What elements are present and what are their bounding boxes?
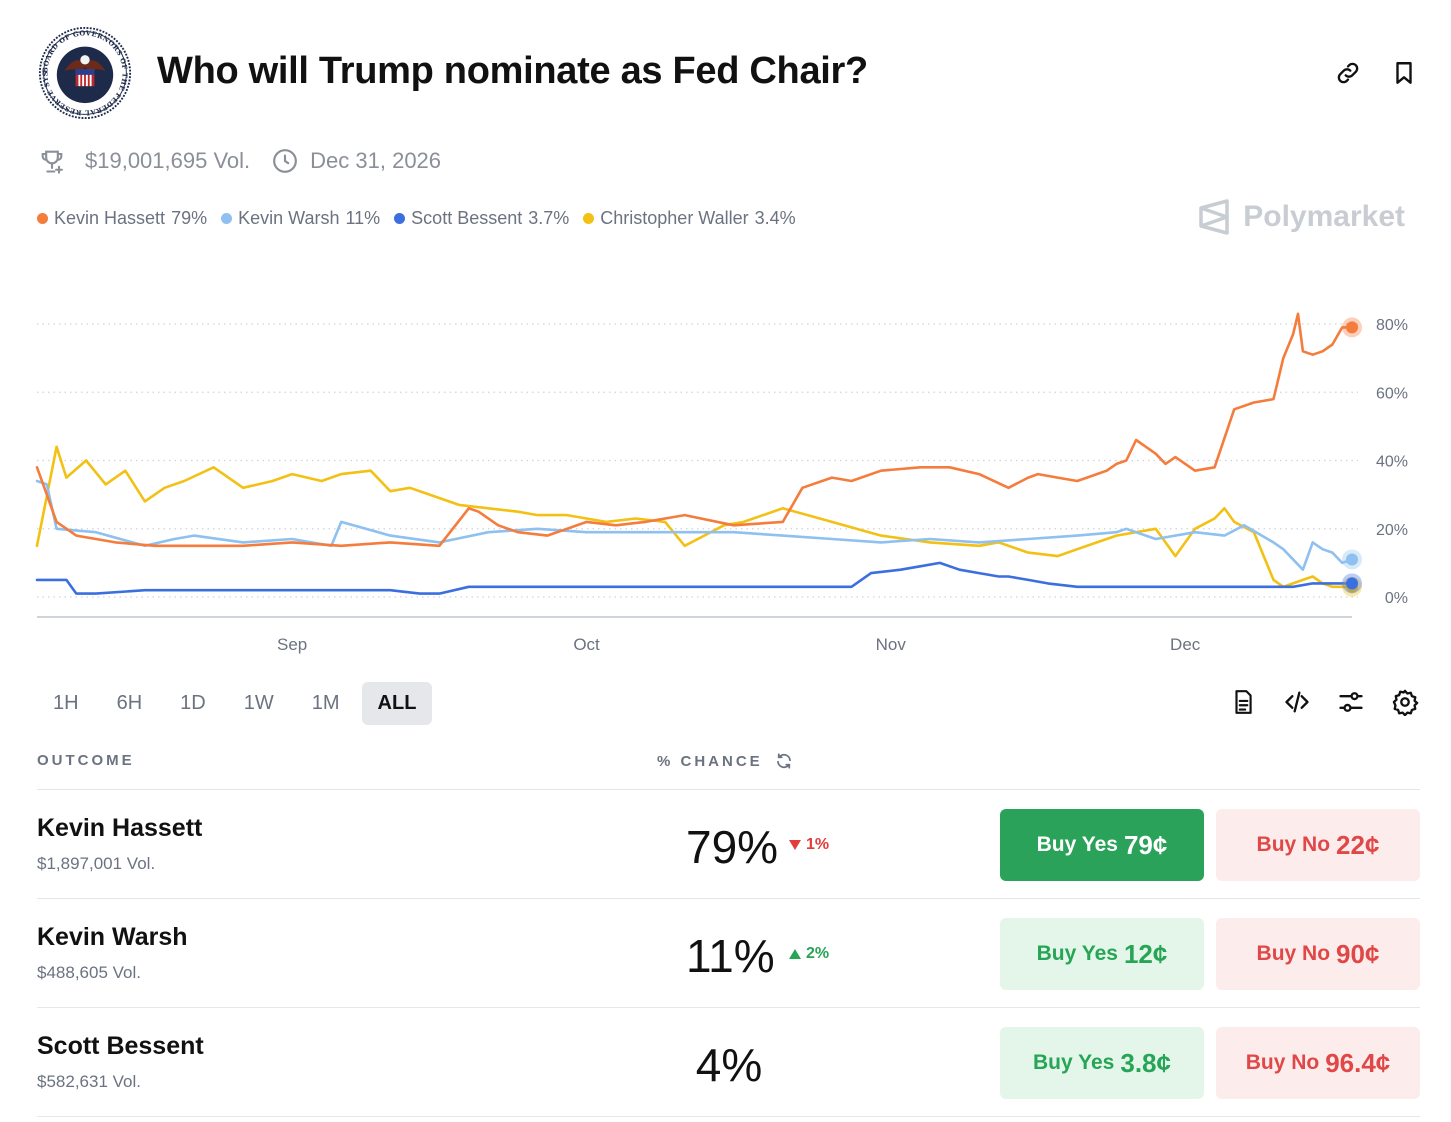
embed-code-icon[interactable]	[1281, 686, 1313, 718]
buy-no-button[interactable]: Buy No 22¢	[1216, 809, 1420, 881]
legend-label: Kevin Warsh	[238, 208, 340, 228]
buy-no-price: 22¢	[1336, 829, 1380, 860]
chance-header-label: % CHANCE	[657, 752, 763, 770]
series-endpoint-dot	[1346, 553, 1358, 566]
sliders-icon[interactable]	[1335, 686, 1367, 718]
series-line-christopher-waller	[35, 445, 1354, 589]
legend-label: Kevin Hassett	[54, 208, 166, 228]
range-1w[interactable]: 1W	[243, 692, 274, 714]
buy-yes-label: Buy Yes	[1036, 942, 1118, 965]
clock-icon	[270, 146, 300, 176]
range-1m[interactable]: 1M	[311, 692, 340, 714]
document-icon[interactable]	[1227, 686, 1259, 718]
legend-item-hassett: Kevin Hassett 79%	[37, 208, 207, 229]
triangle-up-icon	[789, 949, 801, 959]
buy-yes-price: 3.8¢	[1120, 1047, 1171, 1078]
time-range-selector: 1H 6H 1D 1W 1M ALL	[37, 682, 433, 725]
buy-yes-price: 12¢	[1123, 938, 1168, 969]
settings-gear-icon[interactable]	[1389, 686, 1421, 718]
chance-column-header: % CHANCE	[657, 752, 793, 770]
outcome-volume: $582,631 Vol.	[37, 1072, 141, 1091]
buy-no-price: 90¢	[1336, 938, 1380, 969]
range-6h[interactable]: 6H	[116, 692, 143, 714]
y-tick-label: 60%	[1376, 385, 1408, 402]
outcome-chance: 11%	[686, 930, 775, 982]
legend-label: Christopher Waller	[600, 208, 749, 228]
buy-yes-button[interactable]: Buy Yes 3.8¢	[1000, 1027, 1204, 1099]
legend-value: 3.4%	[754, 208, 796, 228]
outcome-row-warsh[interactable]: Kevin Warsh $488,605 Vol. 11% 2% Buy Yes…	[37, 899, 1420, 1008]
polymarket-logo-icon	[1199, 199, 1229, 235]
series-line-kevin-hassett	[35, 312, 1354, 548]
legend-dot	[37, 213, 48, 224]
y-tick-label: 80%	[1376, 317, 1408, 334]
buy-no-button[interactable]: Buy No 90¢	[1216, 918, 1420, 990]
polymarket-watermark: Polymarket	[1197, 198, 1405, 236]
outcome-column-header: OUTCOME	[37, 752, 135, 769]
chart-legend: Kevin Hassett 79% Kevin Warsh 11% Scott …	[37, 208, 796, 229]
outcome-chance: 4%	[695, 1039, 763, 1091]
link-icon[interactable]	[1333, 58, 1363, 88]
outcome-row-hassett[interactable]: Kevin Hassett $1,897,001 Vol. 79% 1% Buy…	[37, 790, 1420, 899]
triangle-down-icon	[789, 840, 801, 850]
buy-no-price: 96.4¢	[1325, 1047, 1391, 1078]
series-endpoint-dot	[1346, 577, 1358, 590]
buy-yes-label: Buy Yes	[1033, 1051, 1115, 1074]
series-line-kevin-warsh	[35, 479, 1354, 572]
y-tick-label: 0%	[1385, 590, 1408, 607]
series-endpoint-dot	[1346, 321, 1358, 334]
outcome-row-bessent[interactable]: Scott Bessent $582,631 Vol. 4% Buy Yes 3…	[37, 1008, 1420, 1117]
legend-dot	[583, 213, 595, 224]
range-all[interactable]: ALL	[361, 682, 433, 725]
table-header-divider	[37, 789, 1420, 790]
x-tick-label: Nov	[876, 635, 907, 654]
y-tick-label: 40%	[1376, 454, 1408, 471]
outcome-name: Kevin Warsh	[37, 923, 188, 951]
refresh-icon[interactable]	[775, 752, 793, 770]
outcome-volume: $488,605 Vol.	[37, 963, 141, 982]
x-tick-label: Sep	[277, 635, 307, 654]
range-1d[interactable]: 1D	[180, 692, 206, 714]
legend-value: 11%	[345, 208, 381, 228]
y-tick-label: 20%	[1376, 522, 1408, 539]
chance-delta-value: 1%	[806, 836, 830, 853]
end-date: Dec 31, 2026	[310, 148, 442, 173]
page-title: Who will Trump nominate as Fed Chair?	[157, 50, 868, 92]
outcome-name: Scott Bessent	[37, 1032, 204, 1060]
bookmark-icon[interactable]	[1389, 58, 1419, 88]
chance-delta: 1%	[789, 836, 829, 854]
buy-no-label: Buy No	[1256, 942, 1331, 965]
buy-no-button[interactable]: Buy No 96.4¢	[1216, 1027, 1420, 1099]
chance-delta: 2%	[789, 945, 829, 963]
buy-yes-price: 79¢	[1123, 829, 1168, 860]
x-tick-label: Oct	[573, 635, 600, 654]
range-1h[interactable]: 1H	[53, 692, 79, 714]
price-history-chart: 80% 60% 40% 20% 0% Sep Oct Nov Dec	[35, 312, 1408, 654]
outcome-name: Kevin Hassett	[37, 814, 203, 842]
outcome-volume: $1,897,001 Vol.	[37, 854, 156, 873]
legend-item-waller: Christopher Waller 3.4%	[583, 208, 796, 229]
buy-yes-button[interactable]: Buy Yes 79¢	[1000, 809, 1204, 881]
total-volume: $19,001,695 Vol.	[85, 148, 251, 173]
legend-dot	[221, 213, 233, 224]
legend-dot	[394, 213, 406, 224]
buy-yes-button[interactable]: Buy Yes 12¢	[1000, 918, 1204, 990]
chance-delta-value: 2%	[806, 945, 830, 962]
legend-value: 3.7%	[528, 208, 570, 228]
brand-name: Polymarket	[1243, 200, 1405, 233]
x-tick-label: Dec	[1170, 635, 1201, 654]
legend-item-warsh: Kevin Warsh 11%	[221, 208, 380, 229]
legend-label: Scott Bessent	[411, 208, 523, 228]
buy-no-label: Buy No	[1245, 1051, 1320, 1074]
outcome-chance: 79%	[686, 821, 779, 873]
legend-value: 79%	[171, 208, 208, 228]
series-line-scott-bessent	[35, 561, 1354, 595]
trophy-icon	[37, 146, 67, 176]
legend-item-bessent: Scott Bessent 3.7%	[394, 208, 569, 229]
buy-yes-label: Buy Yes	[1036, 833, 1118, 856]
fed-seal-logo: BOARD OF GOVERNORS OF THE FEDERAL RESERV…	[34, 20, 132, 120]
buy-no-label: Buy No	[1256, 833, 1331, 856]
